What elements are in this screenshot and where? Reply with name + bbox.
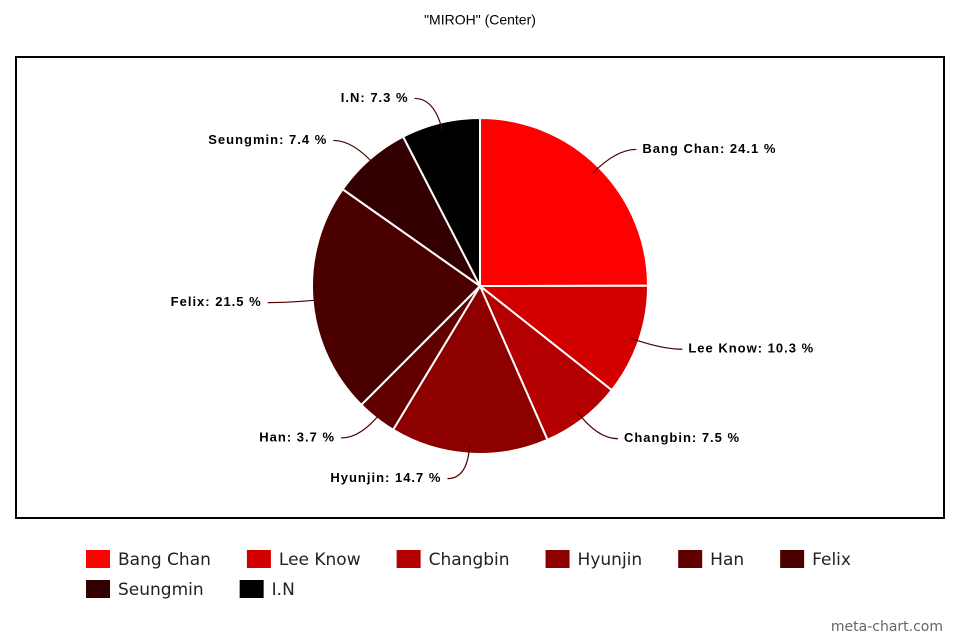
pie-slice [479,116,650,288]
legend-label: Lee Know [279,550,361,570]
data-label: Hyunjin: 14.7 % [330,470,441,485]
leader-line [414,97,443,131]
leader-line [267,299,321,304]
legend-label: Felix [812,550,851,570]
data-label: Lee Know: 10.3 % [688,341,814,356]
data-label: Felix: 21.5 % [171,294,262,309]
data-label: Han: 3.7 % [259,429,335,444]
leader-line [341,411,382,439]
leader-line [577,412,618,440]
legend-label: I.N [272,580,295,600]
legend-swatch [86,580,110,598]
legend-swatch [246,550,271,568]
legend-label: Hyunjin [578,550,643,570]
chart-title: "MIROH" (Center) [424,12,536,28]
legend-label: Changbin [429,550,510,570]
legend-swatch [678,550,703,568]
legend-swatch [780,550,805,568]
legend-swatch [86,550,110,568]
legend-swatch [545,550,570,568]
legend-label: Bang Chan [118,550,211,570]
leader-line [447,445,471,480]
watermark: meta-chart.com [831,619,943,635]
leader-line [592,148,637,174]
plot-frame [15,56,945,519]
data-label: Seungmin: 7.4 % [208,132,327,147]
leader-line [333,139,376,166]
legend-swatch [239,580,264,598]
data-label: I.N: 7.3 % [341,90,409,105]
data-label: Bang Chan: 24.1 % [642,141,776,156]
legend-label: Han [710,550,744,570]
legend-swatch [396,550,421,568]
leader-line [630,337,683,350]
legend-label: Seungmin [118,580,204,600]
data-label: Changbin: 7.5 % [624,430,740,445]
